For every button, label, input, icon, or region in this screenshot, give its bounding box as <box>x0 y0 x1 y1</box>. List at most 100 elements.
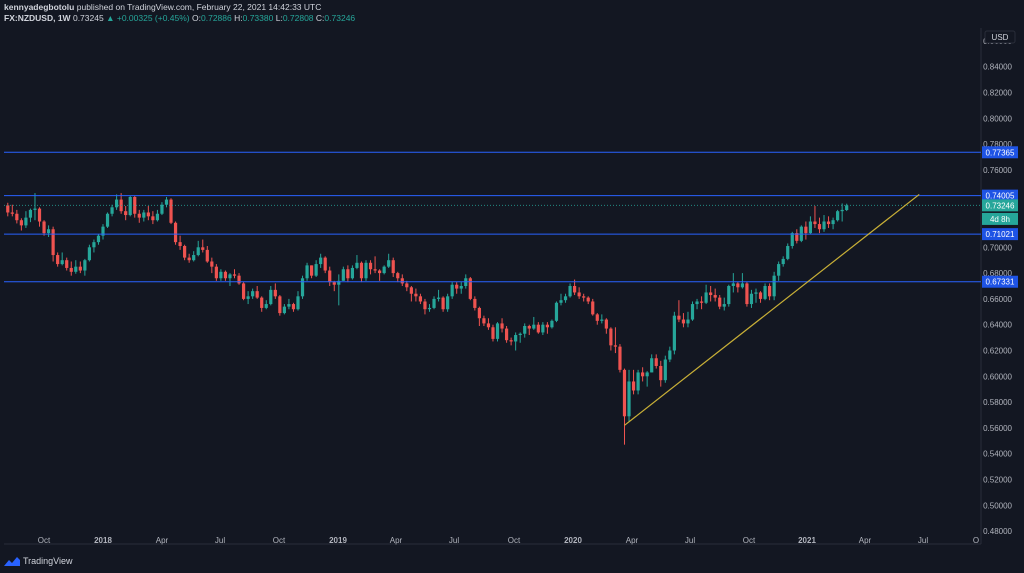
candle-body <box>441 297 445 310</box>
candle-body <box>686 319 690 324</box>
candle-body <box>201 247 205 250</box>
candle-body <box>155 213 160 221</box>
candle-body <box>337 280 341 285</box>
y-tick-label: 0.60000 <box>983 372 1012 381</box>
candle-body <box>101 226 105 236</box>
candle-body <box>595 314 599 321</box>
candle-body <box>627 381 631 417</box>
candle-body <box>482 318 486 324</box>
y-tick-label: 0.48000 <box>983 527 1012 536</box>
candle-body <box>509 340 513 342</box>
last-price-label-bg <box>982 199 1018 212</box>
candle-body <box>373 269 377 271</box>
candle-body <box>418 296 423 302</box>
candle-body <box>115 199 119 208</box>
candle-body <box>282 306 286 314</box>
candle-body <box>514 335 518 342</box>
candle-body <box>264 304 268 308</box>
author-name[interactable]: kennyadegbotolu <box>4 2 75 12</box>
candle-body <box>19 220 23 226</box>
y-tick-label: 0.78000 <box>983 140 1012 149</box>
candle-body <box>826 221 831 225</box>
x-tick-label: Jul <box>918 536 928 545</box>
candle-body <box>500 323 504 329</box>
level-price-label: 0.67331 <box>986 278 1015 287</box>
candle-body <box>736 283 740 288</box>
candle-body <box>51 229 55 256</box>
candle-body <box>772 275 776 297</box>
candle-body <box>568 286 572 297</box>
y-tick-label: 0.58000 <box>983 398 1012 407</box>
candle-body <box>727 286 731 305</box>
bar-countdown-label: 4d 8h <box>990 215 1010 224</box>
level-price-label-bg <box>982 146 1018 159</box>
high-label: H: <box>234 13 243 23</box>
currency-badge[interactable] <box>984 30 1016 44</box>
trendline <box>624 193 920 426</box>
close-label: C: <box>315 13 325 23</box>
x-tick-label: O <box>973 536 979 545</box>
symbol-label[interactable]: FX:NZDUSD, 1W <box>4 13 71 23</box>
candle-body <box>550 320 554 328</box>
candle-body <box>96 235 101 243</box>
candle-body <box>740 283 744 288</box>
candle-body <box>74 266 78 272</box>
candle-body <box>436 297 441 299</box>
y-tick-label: 0.84000 <box>983 63 1012 72</box>
candle-body <box>532 324 536 329</box>
candle-body <box>92 242 96 248</box>
candle-body <box>269 289 273 305</box>
candle-body <box>450 284 454 297</box>
y-tick-label: 0.52000 <box>983 476 1012 485</box>
candle-body <box>523 325 527 334</box>
candle-body <box>790 233 794 247</box>
candle-body <box>781 258 785 265</box>
price-labels: 0.77365 0.74005 0.71021 0.67331 0.73246 4d 8h <box>982 146 1018 288</box>
candle-body <box>840 209 844 212</box>
candle-body <box>128 196 132 216</box>
candle-body <box>273 289 277 297</box>
candle-body <box>718 297 722 307</box>
candle-body <box>754 292 758 294</box>
candle-body <box>586 297 590 302</box>
y-tick-label: 0.66000 <box>983 295 1012 304</box>
candle-body <box>110 207 114 214</box>
candle-body <box>817 224 822 230</box>
candle-body <box>319 257 323 265</box>
candle-body <box>672 315 676 351</box>
candle-body <box>400 278 404 284</box>
candle-body <box>477 307 481 319</box>
candle-body <box>423 301 427 310</box>
candle-body <box>432 298 436 308</box>
candle-body <box>305 265 309 279</box>
candle-body <box>251 291 255 297</box>
candle-body <box>42 221 46 234</box>
x-tick-label: Oct <box>743 536 756 545</box>
candle-body <box>133 196 137 214</box>
candle-body <box>78 266 82 271</box>
candle-body <box>260 297 264 308</box>
candle-body <box>468 278 472 299</box>
candle-body <box>368 262 373 270</box>
candle-body <box>604 319 608 329</box>
candle-body <box>24 217 28 226</box>
level-price-label: 0.77365 <box>986 148 1015 157</box>
candle-body <box>446 296 450 310</box>
candle-body <box>214 266 218 279</box>
candle-body <box>291 304 296 310</box>
candle-body <box>573 286 577 293</box>
candle-body <box>219 271 223 279</box>
candle-body <box>341 269 345 281</box>
x-tick-label: 2018 <box>94 536 112 545</box>
candle-body <box>808 221 813 234</box>
candle-body <box>205 249 209 262</box>
tradingview-logo[interactable]: TradingView <box>4 556 73 566</box>
last-price: 0.73245 <box>72 13 104 23</box>
candle-body <box>491 327 495 339</box>
candle-body <box>28 209 33 218</box>
candle-body <box>541 324 545 333</box>
candle-body <box>323 257 327 271</box>
x-tick-label: Oct <box>508 536 521 545</box>
candle-body <box>563 296 568 301</box>
